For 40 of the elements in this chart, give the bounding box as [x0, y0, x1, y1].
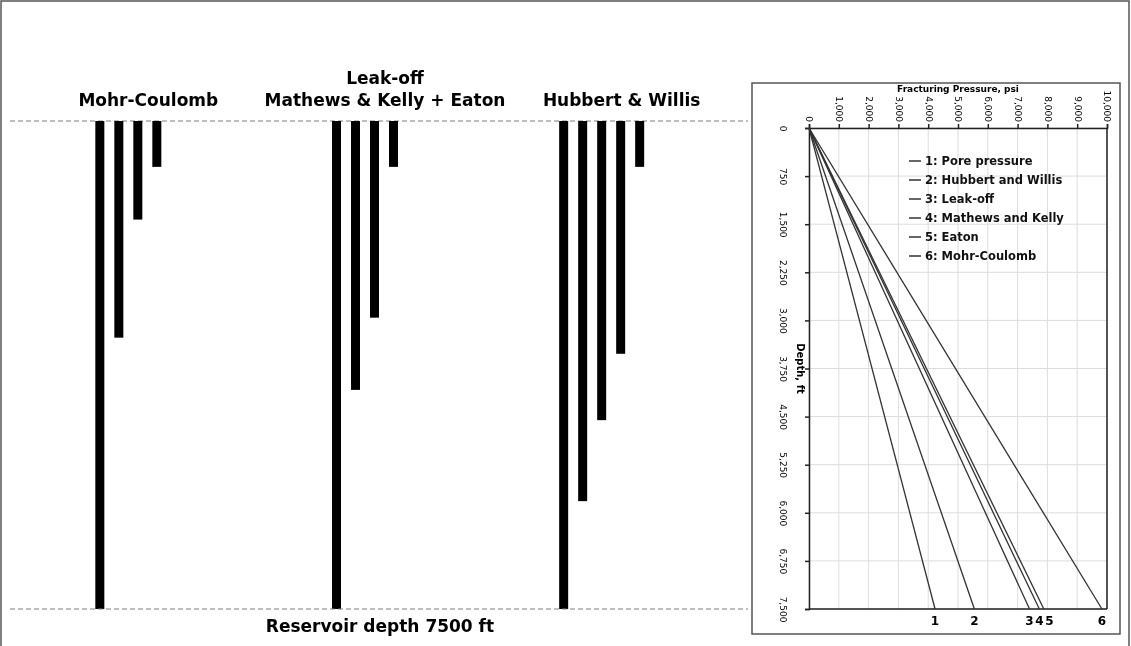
- y-tick-label: 0: [778, 125, 788, 132]
- x-tick-label: Hubbert & Willis: [542, 90, 701, 110]
- y-tick-label: 1,500: [778, 211, 788, 238]
- x-axis-title: Fracturing Pressure, psi: [897, 84, 1019, 94]
- x-tick-label: Mohr-Coulomb: [78, 90, 219, 110]
- legend-label: 5: Eaton: [925, 230, 979, 244]
- y-tick-label: 4,500: [778, 404, 788, 431]
- x-tick-label: 10,000: [1102, 90, 1113, 123]
- y-tick-label: 3,750: [778, 356, 788, 383]
- x-tick-label: 4,000: [923, 96, 934, 123]
- y-tick-label: 750: [778, 168, 788, 186]
- ref-line-label: Reservoir depth 7500 ft: [265, 616, 495, 636]
- y-tick-label: 6,750: [778, 548, 788, 575]
- y-tick-label: 7,500: [778, 596, 788, 623]
- x-tick-label: 6,000: [983, 96, 994, 123]
- annotation: 5: [1045, 614, 1054, 628]
- annotation: 2: [970, 614, 979, 628]
- y-tick-label: 6,000: [778, 500, 788, 527]
- legend-label: 3: Leak-off: [925, 192, 995, 206]
- x-tick-label: 7,000: [1012, 96, 1023, 123]
- annotation: 3: [1025, 614, 1034, 628]
- y-tick-label: 5,250: [778, 452, 788, 479]
- x-tick-label: 5,000: [953, 96, 964, 123]
- y-tick-label: 2,250: [778, 259, 788, 286]
- y-axis-title: Depth, ft: [795, 343, 806, 394]
- x-tick-label: 3,000: [893, 96, 904, 123]
- annotation: 1: [930, 614, 940, 628]
- annotation: 4: [1035, 614, 1044, 628]
- legend-label: 6: Mohr-Coulomb: [925, 249, 1037, 263]
- legend-label: 4: Mathews and Kelly: [925, 211, 1065, 225]
- legend-label: 2: Hubbert and Willis: [925, 173, 1063, 187]
- x-tick-label: 0: [804, 116, 815, 123]
- legend-label: 1: Pore pressure: [925, 154, 1033, 168]
- x-tick-label: 8,000: [1042, 96, 1053, 123]
- x-tick-label: 9,000: [1072, 96, 1083, 123]
- annotation: 6: [1097, 614, 1107, 628]
- y-tick-label: 3,000: [778, 308, 788, 335]
- x-tick-label: Leak-off Mathews & Kelly + Eaton: [264, 68, 506, 110]
- x-tick-label: 1,000: [834, 96, 845, 123]
- x-tick-label: 2,000: [863, 96, 874, 123]
